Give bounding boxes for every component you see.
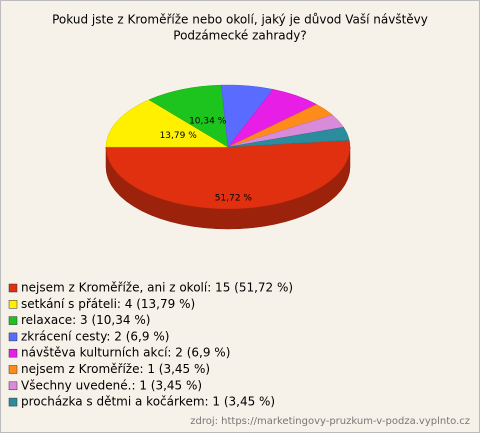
source: zdroj: https://marketingovy-pruzkum-v-po… xyxy=(190,416,470,427)
legend-swatch xyxy=(8,397,18,407)
legend-label: procházka s dětmi a kočárkem: 1 (3,45 %) xyxy=(21,395,275,409)
legend-swatch xyxy=(8,316,18,325)
legend-swatch xyxy=(8,283,18,293)
legend-swatch xyxy=(8,365,18,374)
legend-label: zkrácení cesty: 2 (6,9 %) xyxy=(21,329,169,343)
value-label: 10,34 % xyxy=(189,117,227,127)
slice xyxy=(105,99,229,148)
value-label: 13,79 % xyxy=(160,131,198,141)
legend-swatch xyxy=(8,381,18,391)
slice-top xyxy=(105,99,229,148)
legend-label: nejsem z Kroměříže: 1 (3,45 %) xyxy=(21,362,210,376)
legend-swatch xyxy=(8,348,18,358)
slice-top xyxy=(148,84,229,148)
legend-label: relaxace: 3 (10,34 %) xyxy=(21,313,150,327)
slice-top xyxy=(105,140,351,210)
legend-swatch xyxy=(8,300,18,309)
chart-title: Pokud jste z Kroměříže nebo okolí, jaký … xyxy=(52,13,428,27)
legend-label: setkání s přáteli: 4 (13,79 %) xyxy=(21,297,195,311)
slice xyxy=(105,140,351,230)
legend-label: nejsem z Kroměříže, ani z okolí: 15 (51,… xyxy=(21,281,293,295)
legend-swatch xyxy=(8,332,18,342)
legend-label: návštěva kulturních akcí: 2 (6,9 %) xyxy=(21,346,230,360)
slice-top xyxy=(227,126,350,148)
slice xyxy=(148,84,229,148)
value-label: 51,72 % xyxy=(215,193,253,203)
chart-title: Podzámecké zahrady? xyxy=(173,29,306,43)
legend-label: Všechny uvedené.: 1 (3,45 %) xyxy=(21,378,202,392)
slice xyxy=(227,126,350,148)
